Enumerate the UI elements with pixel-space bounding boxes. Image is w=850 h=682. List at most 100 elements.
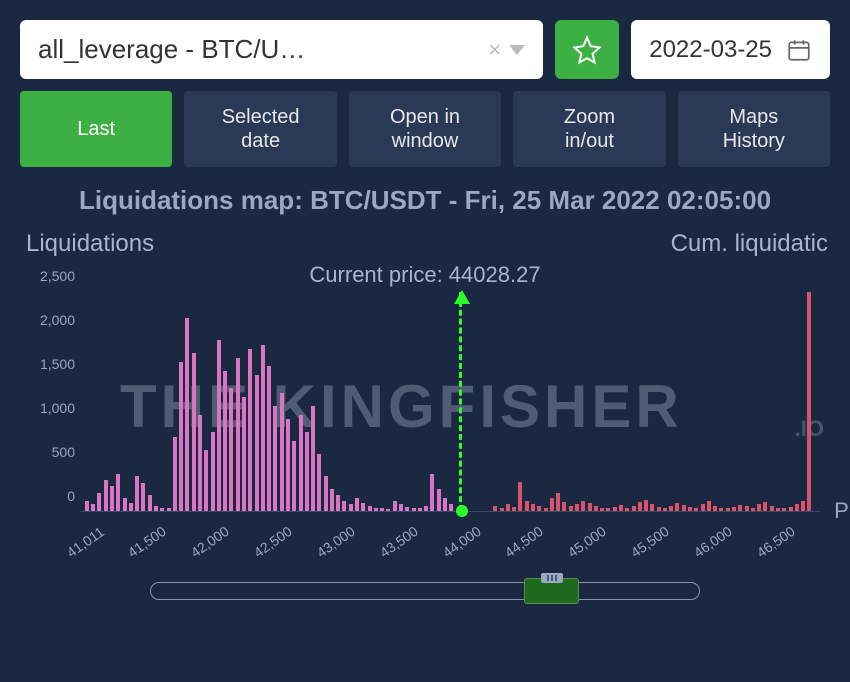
bar — [85, 501, 89, 512]
xtick: 44,000 — [439, 523, 483, 561]
mode-button-0[interactable]: Last — [20, 91, 172, 167]
bar — [518, 482, 522, 511]
x-axis-right-label: Pric — [834, 498, 850, 524]
xtick: 46,000 — [691, 523, 735, 561]
bar — [336, 495, 340, 511]
xtick: 41,011 — [64, 524, 107, 561]
bar — [424, 506, 428, 511]
bar — [544, 508, 548, 512]
xtick: 43,500 — [376, 523, 420, 561]
bar — [267, 366, 271, 511]
xtick: 44,500 — [502, 523, 546, 561]
bar — [770, 506, 774, 511]
bar — [173, 437, 177, 511]
grip-icon — [541, 573, 563, 583]
mode-button-2[interactable]: Open in window — [349, 91, 501, 167]
xtick: 45,500 — [628, 523, 672, 561]
bar — [198, 415, 202, 511]
bar — [97, 493, 101, 511]
bar — [393, 501, 397, 512]
ytick: 2,500 — [40, 268, 75, 284]
bar — [738, 505, 742, 511]
bar — [91, 504, 95, 511]
bar — [443, 498, 447, 511]
y-axis-left-label: Liquidations — [26, 230, 154, 258]
bar — [355, 498, 359, 511]
current-price-label: Current price: 44028.27 — [20, 262, 830, 288]
bar — [745, 506, 749, 511]
bar — [650, 504, 654, 511]
xtick: 45,000 — [565, 523, 609, 561]
bar — [292, 441, 296, 511]
calendar-icon — [786, 37, 812, 63]
bar — [280, 393, 284, 511]
bar — [732, 507, 736, 511]
bar — [116, 474, 120, 511]
mode-button-1[interactable]: Selected date — [184, 91, 336, 167]
bar — [675, 503, 679, 511]
bar — [248, 349, 252, 511]
bar — [412, 508, 416, 511]
bar — [669, 506, 673, 511]
chevron-down-icon[interactable] — [509, 45, 525, 55]
bar — [380, 508, 384, 511]
range-slider[interactable] — [150, 576, 700, 606]
bar — [719, 508, 723, 512]
bar — [217, 340, 221, 511]
bar — [556, 493, 560, 511]
favorite-button[interactable] — [555, 20, 619, 79]
bar — [160, 508, 164, 512]
bar — [167, 508, 171, 511]
bar — [531, 504, 535, 511]
ytick: 500 — [52, 444, 75, 460]
bar — [789, 507, 793, 511]
bar — [368, 506, 372, 511]
pair-dropdown[interactable]: all_leverage - BTC/U… × — [20, 20, 543, 79]
bar — [418, 508, 422, 512]
bar — [449, 504, 453, 511]
bar — [569, 506, 573, 511]
bar — [361, 503, 365, 511]
bar — [613, 507, 617, 511]
bar — [713, 506, 717, 511]
bar — [261, 345, 265, 511]
bar — [581, 501, 585, 512]
bar — [305, 432, 309, 511]
xtick: 41,500 — [125, 523, 169, 561]
bar — [211, 432, 215, 511]
bar — [807, 292, 811, 511]
date-picker[interactable]: 2022-03-25 — [631, 20, 830, 79]
bar — [349, 504, 353, 511]
ytick: 2,000 — [40, 312, 75, 328]
bar — [525, 501, 529, 512]
bar — [129, 503, 133, 511]
date-value: 2022-03-25 — [649, 36, 772, 64]
xtick: 43,000 — [314, 523, 358, 561]
bar — [638, 502, 642, 511]
clear-icon[interactable]: × — [488, 37, 501, 63]
star-icon — [572, 35, 602, 65]
mode-button-4[interactable]: Maps History — [678, 91, 830, 167]
bar — [537, 506, 541, 511]
slider-handle[interactable] — [524, 578, 579, 604]
bar — [104, 480, 108, 511]
bar — [273, 406, 277, 511]
slider-track[interactable] — [150, 582, 700, 600]
bar — [242, 397, 246, 511]
bar — [148, 495, 152, 511]
bar — [726, 508, 730, 511]
bar — [776, 508, 780, 512]
bar — [192, 353, 196, 511]
bar — [694, 508, 698, 512]
bar — [707, 501, 711, 511]
bar — [550, 498, 554, 511]
bar — [179, 362, 183, 511]
mode-button-3[interactable]: Zoom in/out — [513, 91, 665, 167]
xtick: 42,000 — [188, 523, 232, 561]
bar — [311, 406, 315, 511]
bar — [682, 505, 686, 511]
bar — [619, 505, 623, 511]
bar — [688, 507, 692, 511]
bar — [657, 507, 661, 511]
bar — [110, 486, 114, 511]
